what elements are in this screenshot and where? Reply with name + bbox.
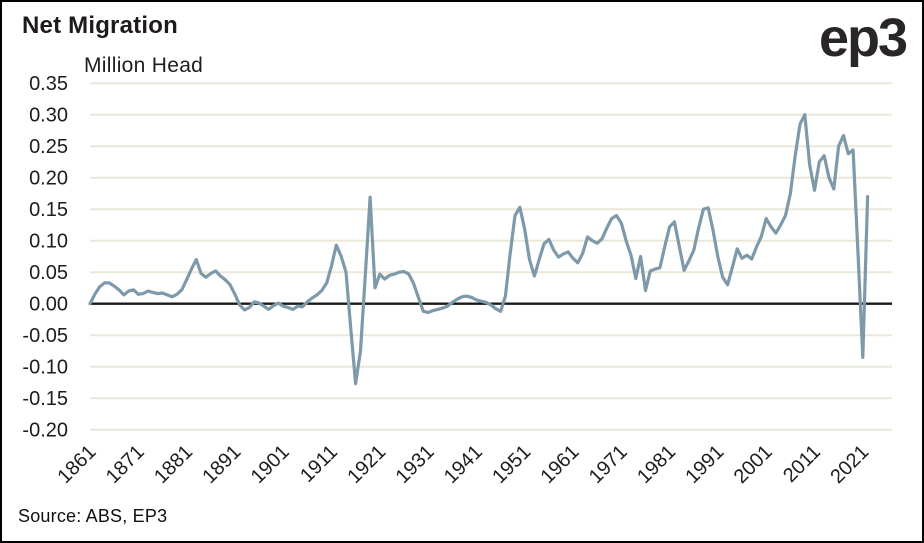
- x-tick-label: 1901: [247, 441, 294, 488]
- x-tick-label: 1941: [440, 441, 487, 488]
- source-note: Source: ABS, EP3: [18, 506, 168, 526]
- chart-title: Net Migration: [22, 12, 178, 39]
- chart-unit-label: Million Head: [84, 54, 204, 77]
- net-migration-line: [88, 113, 870, 386]
- x-tick-label: 1981: [633, 441, 680, 488]
- x-tick-label: 1911: [296, 441, 342, 487]
- y-tick-label: 0.05: [29, 262, 68, 284]
- y-tick-label: 0.15: [29, 199, 68, 221]
- x-tick-label: 1861: [54, 441, 101, 488]
- y-tick-label: 0.25: [29, 136, 68, 158]
- y-tick-label: -0.05: [22, 325, 68, 347]
- y-tick-label: 0.20: [29, 168, 68, 190]
- x-tick-label: 1971: [585, 441, 632, 488]
- x-tick-label: 2011: [779, 441, 825, 487]
- y-tick-label: 0.30: [29, 105, 68, 127]
- ep3-logo: ep3: [818, 8, 908, 68]
- y-tick-label: 0.35: [29, 73, 68, 95]
- x-tick-label: 1931: [392, 441, 439, 488]
- x-tick-label: 1951: [488, 441, 535, 488]
- x-tick-label: 1921: [343, 441, 390, 488]
- x-tick-label: 1961: [537, 441, 584, 488]
- y-tick-label: -0.20: [22, 420, 68, 442]
- y-tick-label: -0.15: [22, 388, 68, 410]
- x-tick-label: 1871: [102, 441, 149, 488]
- y-tick-label: -0.10: [22, 357, 68, 379]
- x-tick-label: 1881: [150, 441, 197, 488]
- x-tick-label: 1991: [681, 441, 728, 488]
- x-tick-label: 2021: [826, 441, 873, 488]
- y-tick-label: 0.10: [29, 231, 68, 253]
- y-tick-label: 0.00: [29, 294, 68, 316]
- x-tick-label: 1891: [198, 441, 245, 488]
- x-tick-label: 2001: [730, 441, 777, 488]
